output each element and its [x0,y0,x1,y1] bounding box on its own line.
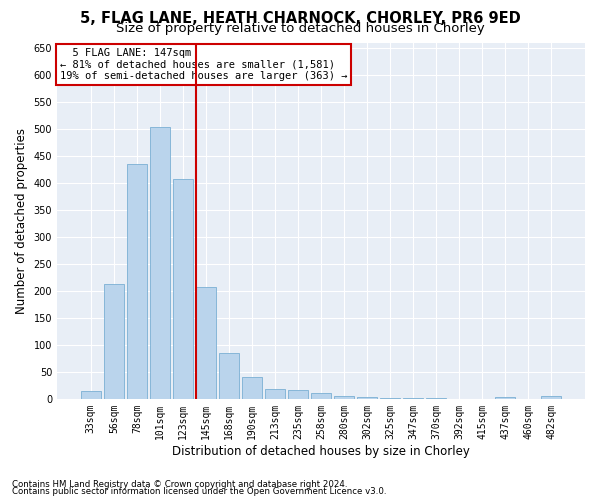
Bar [357,396,377,399]
Text: 5, FLAG LANE, HEATH CHARNOCK, CHORLEY, PR6 9ED: 5, FLAG LANE, HEATH CHARNOCK, CHORLEY, P… [80,11,520,26]
Bar [150,128,170,399]
Bar [127,164,146,399]
Bar [81,390,101,399]
Bar [334,396,354,399]
Bar [403,398,423,399]
Bar [311,393,331,399]
Bar [265,389,285,399]
Bar [541,396,561,399]
Bar [496,396,515,399]
Text: Contains public sector information licensed under the Open Government Licence v3: Contains public sector information licen… [12,487,386,496]
Bar [104,284,124,399]
Text: 5 FLAG LANE: 147sqm
← 81% of detached houses are smaller (1,581)
19% of semi-det: 5 FLAG LANE: 147sqm ← 81% of detached ho… [59,48,347,81]
Text: Size of property relative to detached houses in Chorley: Size of property relative to detached ho… [116,22,484,35]
Bar [219,353,239,399]
Bar [242,377,262,399]
Bar [380,398,400,399]
Bar [427,398,446,399]
Y-axis label: Number of detached properties: Number of detached properties [15,128,28,314]
Bar [288,390,308,399]
Bar [173,179,193,399]
X-axis label: Distribution of detached houses by size in Chorley: Distribution of detached houses by size … [172,444,470,458]
Bar [196,287,216,399]
Text: Contains HM Land Registry data © Crown copyright and database right 2024.: Contains HM Land Registry data © Crown c… [12,480,347,489]
